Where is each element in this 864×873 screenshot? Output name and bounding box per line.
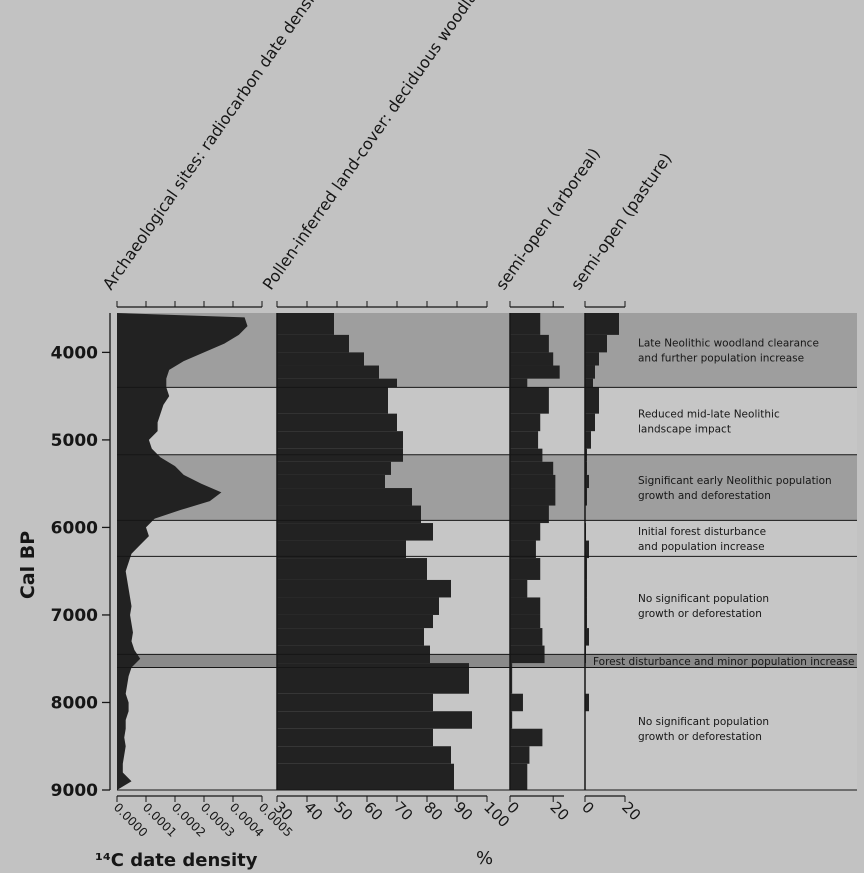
bar [277,414,397,432]
bar [510,523,540,541]
bar [510,379,527,388]
bar [277,352,364,365]
bar [510,541,536,559]
bar [510,475,555,488]
bar [510,313,540,335]
zone-label: growth or deforestation [638,731,762,743]
bar [510,764,527,790]
y-tick-label: 4000 [51,343,98,363]
bar [277,313,334,335]
zone-band [117,455,857,521]
bar [510,558,540,580]
zone-label: Significant early Neolithic population [638,475,832,487]
zone-label: Initial forest disturbance [638,526,766,538]
bar [277,615,433,628]
zone-label: No significant population [638,716,769,728]
bar [510,580,527,598]
zone-band [117,556,857,654]
chart: 0.00000.00010.00020.00030.00040.0005Arch… [0,0,864,873]
bar [277,335,349,353]
bar [277,628,424,646]
bar [277,387,388,413]
bar [585,366,595,379]
zone-band [117,387,857,454]
zone-label: landscape impact [638,424,731,436]
bar [277,366,379,379]
y-tick-label: 7000 [51,606,98,626]
zone-label: Late Neolithic woodland clearance [638,338,819,350]
bar [510,597,540,615]
zone-label: growth or deforestation [638,608,762,620]
bar [510,414,540,432]
zone-label: Reduced mid-late Neolithic [638,409,780,421]
bar [277,746,451,764]
zone-label: and further population increase [638,353,804,365]
bar [277,541,406,559]
y-tick-label: 6000 [51,518,98,538]
bar [510,694,523,712]
bar [510,352,553,365]
bar [277,488,412,506]
bar [510,431,538,449]
bar [585,414,595,432]
y-tick-label: 8000 [51,693,98,713]
zone-label: growth and deforestation [638,490,771,502]
bar [277,711,472,729]
bar [510,729,542,747]
y-axis-label: Cal BP [17,531,39,599]
zone-label: and population increase [638,541,765,553]
x-axis-label: % [476,848,493,869]
y-tick-label: 9000 [51,781,98,801]
bar [510,366,560,379]
bar [277,523,433,541]
bar [277,475,385,488]
bar [510,615,540,628]
bar [585,335,607,353]
x-axis-label: ¹⁴C date density [95,850,258,871]
y-tick-label: 5000 [51,431,98,451]
zone-label: No significant population [638,593,769,605]
bar [585,379,593,388]
bar [277,597,439,615]
bar [585,352,599,365]
bar [277,462,391,475]
zone-band [117,667,857,790]
bar [277,379,397,388]
bar [277,558,427,580]
bar [510,462,553,475]
bar [585,431,591,449]
bar [510,488,555,506]
bar [510,335,549,353]
bar [510,746,529,764]
zone-label: Forest disturbance and minor population … [593,656,854,668]
bar [585,313,619,335]
bar [510,387,549,413]
bar [277,694,433,712]
bar [277,729,433,747]
page: 0.00000.00010.00020.00030.00040.0005Arch… [0,0,864,873]
bar [277,764,454,790]
bar [277,580,451,598]
bar [277,431,403,449]
bar [510,628,542,646]
bar [585,387,599,413]
